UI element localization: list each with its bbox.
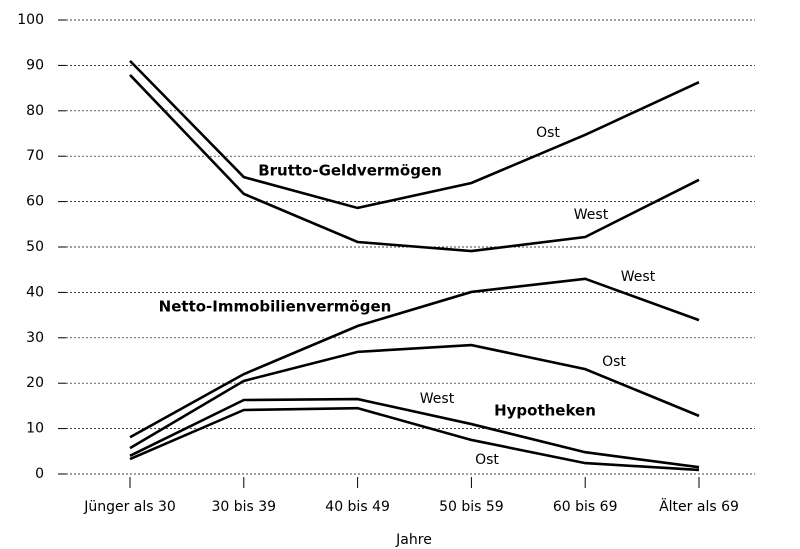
line — [129, 59, 700, 210]
x-tick-label: 50 bis 59 — [439, 499, 504, 515]
y-tick-label: 100 — [17, 12, 44, 28]
x-tick-label: 60 bis 69 — [553, 499, 618, 515]
series-label: Ost — [536, 125, 560, 141]
line — [129, 74, 700, 253]
group-label: Brutto-Geldvermögen — [258, 162, 442, 180]
y-tick-label: 70 — [26, 148, 44, 164]
y-tick-label: 60 — [26, 194, 44, 210]
x-tick-label: 40 bis 49 — [325, 499, 390, 515]
line — [129, 397, 700, 469]
series-label: Ost — [602, 354, 626, 370]
series-label: West — [621, 269, 656, 285]
y-tick-label: 40 — [26, 284, 44, 300]
y-tick-label: 0 — [35, 466, 44, 482]
x-axis-label: Jahre — [395, 532, 432, 548]
x-tick-label: Jünger als 30 — [83, 499, 176, 515]
y-tick-label: 80 — [26, 103, 44, 119]
group-label: Hypotheken — [494, 402, 596, 420]
y-tick-label: 30 — [26, 330, 44, 346]
line — [129, 277, 700, 439]
y-tick-label: 20 — [26, 375, 44, 391]
x-tick-label: Älter als 69 — [659, 497, 739, 515]
group-label: Netto-Immobilienvermögen — [159, 298, 392, 316]
series-label: West — [574, 207, 609, 223]
y-tick-label: 50 — [26, 239, 44, 255]
line — [129, 406, 700, 472]
y-tick-label: 10 — [26, 421, 44, 437]
x-tick-label: 30 bis 39 — [211, 499, 276, 515]
series-label: Ost — [475, 452, 499, 468]
series-label: West — [420, 391, 455, 407]
line — [129, 343, 700, 450]
y-tick-label: 90 — [26, 57, 44, 73]
